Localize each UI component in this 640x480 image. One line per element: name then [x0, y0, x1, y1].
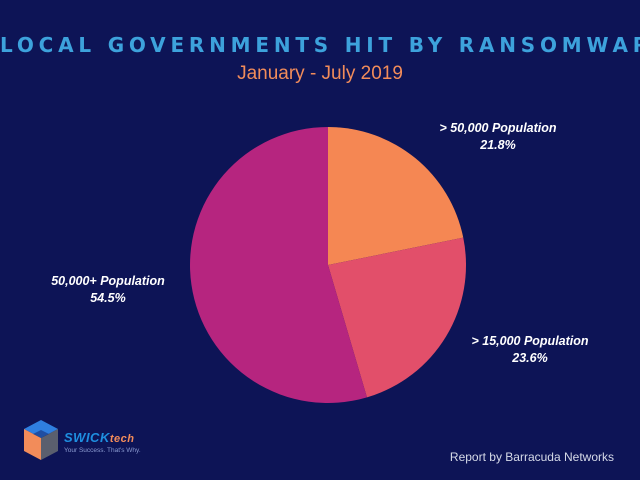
chart-title: LOCAL GOVERNMENTS HIT BY RANSOMWARE	[0, 33, 640, 57]
logo-name-main: SWICK	[64, 430, 110, 445]
logo-wordmark: SWICKtech	[64, 430, 134, 445]
source-credit: Report by Barracuda Networks	[449, 450, 614, 464]
logo-tagline: Your Success. That's Why.	[64, 447, 141, 454]
pie-slice-50000-plus	[190, 127, 367, 403]
chart-subtitle: January - July 2019	[237, 63, 403, 84]
pie-slice-over-50000	[328, 127, 464, 265]
slice-value-text: 23.6%	[512, 351, 548, 365]
slice-label-over-15000: > 15,000 Population 23.6%	[460, 333, 600, 367]
pie-slice-over-15000	[328, 237, 467, 398]
slice-label-text: > 50,000 Population	[439, 121, 557, 135]
slice-label-50000-plus: 50,000+ Population 54.5%	[38, 273, 178, 307]
slice-label-text: 50,000+ Population	[51, 274, 165, 288]
swicktech-logo: SWICKtech Your Success. That's Why.	[22, 418, 172, 464]
slice-label-text: > 15,000 Population	[471, 334, 589, 348]
slice-label-over-50000: > 50,000 Population 21.8%	[428, 120, 568, 154]
slice-value-text: 21.8%	[480, 138, 516, 152]
slice-value-text: 54.5%	[90, 291, 126, 305]
cube-logo-icon	[24, 420, 58, 460]
logo-name-sub: tech	[109, 433, 135, 445]
